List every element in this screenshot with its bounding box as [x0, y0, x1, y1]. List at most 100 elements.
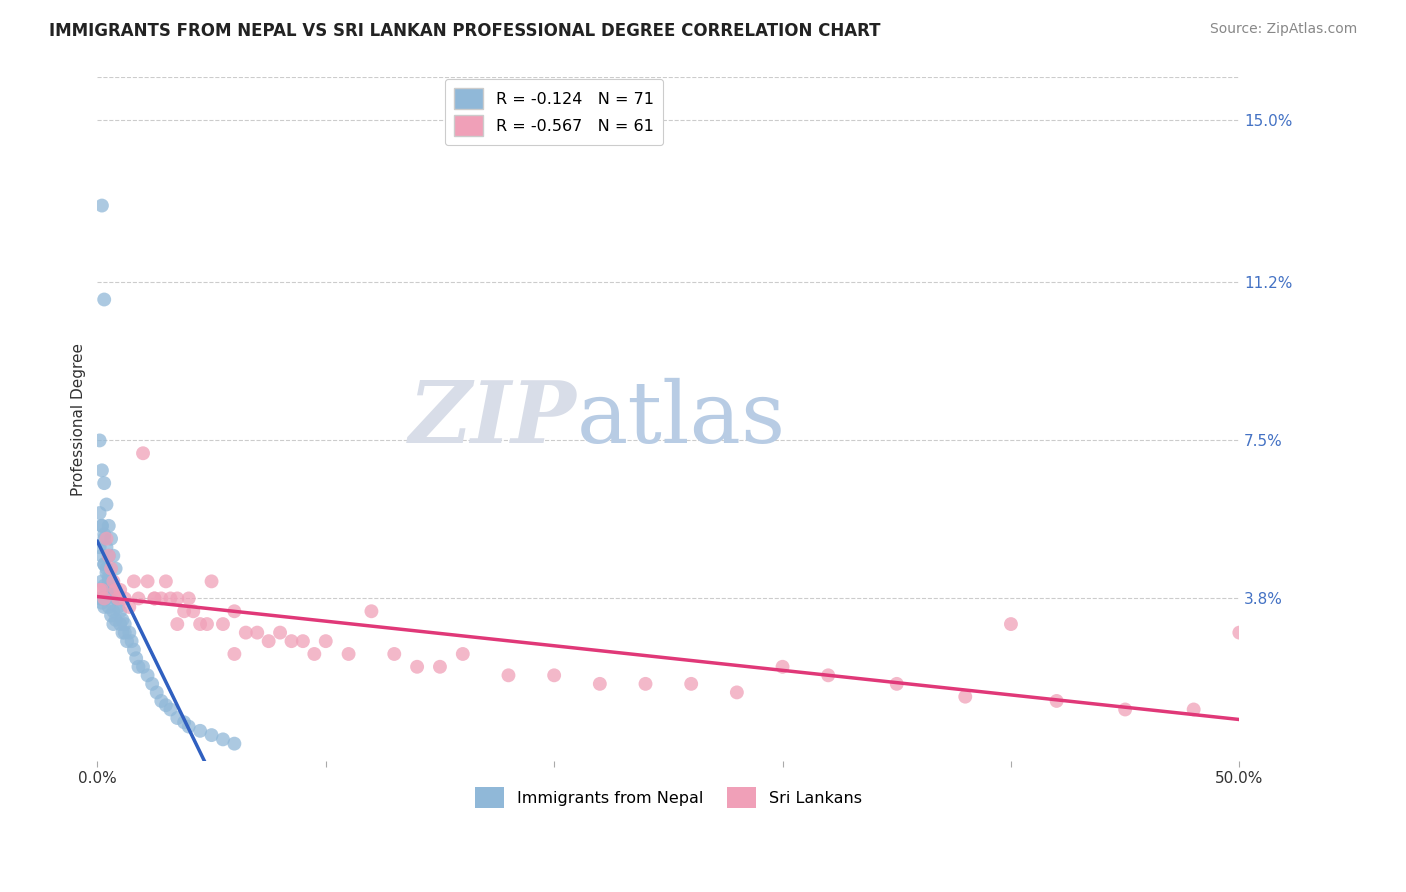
Point: [173, 604, 195, 618]
Point: [97, 519, 120, 533]
Point: [498, 668, 520, 682]
Point: [188, 617, 211, 632]
Point: [111, 613, 134, 627]
Point: [150, 694, 173, 708]
Point: [90, 574, 112, 589]
Point: [337, 647, 360, 661]
Point: [103, 582, 125, 597]
Point: [93, 476, 115, 491]
Point: [90, 549, 112, 563]
Legend: Immigrants from Nepal, Sri Lankans: Immigrants from Nepal, Sri Lankans: [468, 780, 868, 814]
Point: [100, 608, 122, 623]
Text: IMMIGRANTS FROM NEPAL VS SRI LANKAN PROFESSIONAL DEGREE CORRELATION CHART: IMMIGRANTS FROM NEPAL VS SRI LANKAN PROF…: [49, 22, 880, 40]
Point: [127, 660, 149, 674]
Point: [772, 660, 794, 674]
Point: [173, 715, 195, 730]
Point: [114, 625, 136, 640]
Point: [159, 702, 181, 716]
Point: [212, 617, 235, 632]
Point: [89, 506, 111, 520]
Point: [224, 737, 246, 751]
Point: [634, 677, 657, 691]
Point: [103, 604, 125, 618]
Point: [224, 647, 246, 661]
Point: [93, 579, 115, 593]
Point: [93, 558, 115, 572]
Point: [132, 446, 155, 460]
Point: [1046, 694, 1069, 708]
Point: [150, 591, 173, 606]
Point: [96, 561, 118, 575]
Point: [97, 549, 120, 563]
Point: [90, 582, 112, 597]
Point: [100, 532, 122, 546]
Point: [136, 574, 159, 589]
Point: [118, 599, 141, 614]
Point: [145, 685, 167, 699]
Point: [103, 617, 125, 632]
Point: [315, 634, 337, 648]
Point: [195, 617, 218, 632]
Point: [122, 574, 145, 589]
Point: [107, 591, 129, 606]
Point: [177, 720, 200, 734]
Point: [96, 591, 118, 606]
Point: [143, 591, 166, 606]
Point: [118, 625, 141, 640]
Point: [125, 651, 148, 665]
Point: [451, 647, 474, 661]
Point: [107, 591, 129, 606]
Point: [166, 711, 188, 725]
Point: [141, 677, 163, 691]
Point: [166, 591, 188, 606]
Point: [103, 574, 125, 589]
Point: [291, 634, 314, 648]
Point: [177, 591, 200, 606]
Point: [100, 582, 122, 597]
Point: [89, 582, 111, 597]
Point: [1182, 702, 1205, 716]
Point: [93, 591, 115, 606]
Point: [93, 532, 115, 546]
Point: [97, 570, 120, 584]
Point: [97, 574, 120, 589]
Point: [360, 604, 382, 618]
Point: [90, 519, 112, 533]
Point: [725, 685, 748, 699]
Point: [103, 549, 125, 563]
Point: [212, 732, 235, 747]
Point: [90, 463, 112, 477]
Point: [93, 599, 115, 614]
Point: [155, 698, 177, 713]
Point: [100, 561, 122, 575]
Point: [122, 642, 145, 657]
Point: [200, 728, 222, 742]
Point: [155, 574, 177, 589]
Point: [181, 604, 204, 618]
Point: [97, 587, 120, 601]
Point: [188, 723, 211, 738]
Point: [96, 582, 118, 597]
Point: [104, 582, 127, 597]
Point: [96, 498, 118, 512]
Point: [104, 613, 127, 627]
Point: [246, 625, 269, 640]
Point: [269, 625, 291, 640]
Point: [89, 434, 111, 448]
Point: [166, 617, 188, 632]
Point: [93, 527, 115, 541]
Point: [114, 591, 136, 606]
Point: [96, 540, 118, 554]
Point: [97, 599, 120, 614]
Point: [104, 561, 127, 575]
Point: [90, 198, 112, 212]
Point: [108, 582, 131, 597]
Text: ZIP: ZIP: [409, 377, 576, 461]
Point: [143, 591, 166, 606]
Point: [114, 617, 136, 632]
Point: [681, 677, 703, 691]
Point: [89, 591, 111, 606]
Point: [382, 647, 405, 661]
Point: [589, 677, 612, 691]
Y-axis label: Professional Degree: Professional Degree: [72, 343, 86, 496]
